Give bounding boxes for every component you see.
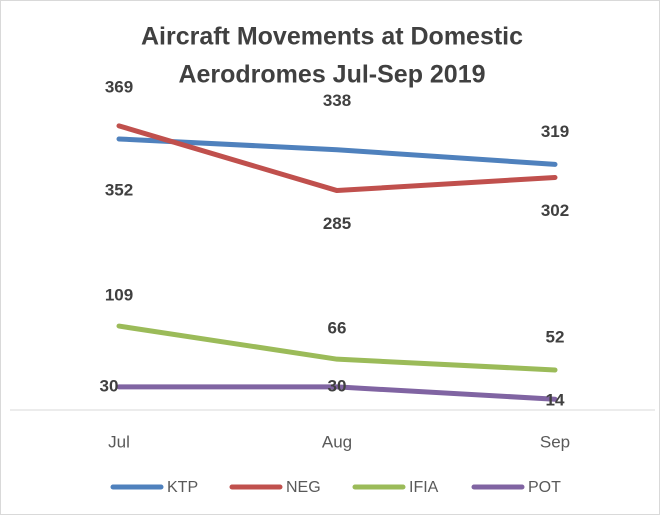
chart-title: Aircraft Movements at Domestic [141,23,523,51]
x-tick-label: Sep [540,432,570,451]
x-tick-label: Jul [108,432,130,451]
data-label: 14 [546,391,565,410]
line-series [116,123,558,194]
line-series [116,384,558,402]
data-label: 285 [323,214,351,233]
line-series [116,136,558,167]
data-label: 30 [100,376,119,395]
chart-title: Aerodromes Jul-Sep 2019 [178,61,485,89]
data-label: 66 [328,319,347,338]
data-label: 352 [105,180,133,199]
data-label: 30 [328,376,347,395]
data-label: 338 [323,91,351,110]
legend-label: IFIA [409,479,439,496]
data-label: 369 [105,77,133,96]
legend-label: NEG [286,479,321,496]
legend-label: KTP [167,479,198,496]
legend-label: POT [528,479,561,496]
data-label: 52 [546,327,565,346]
x-tick-label: Aug [322,432,352,451]
line-series [116,323,558,373]
data-label: 319 [541,122,569,141]
data-label: 302 [541,201,569,220]
data-label: 109 [105,286,133,305]
